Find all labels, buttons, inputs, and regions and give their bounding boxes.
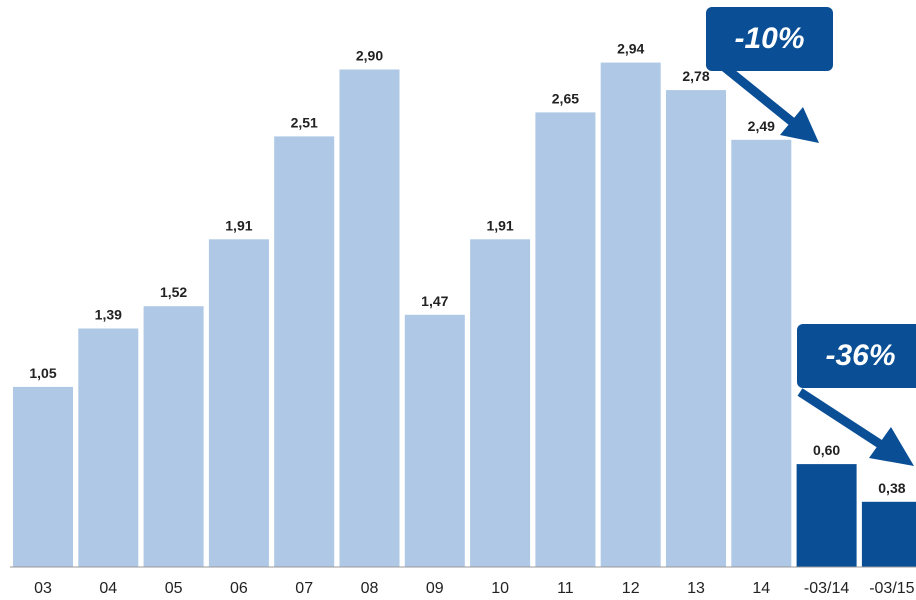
x-tick-label: -03/15 xyxy=(869,580,914,597)
bar-10 xyxy=(470,239,531,568)
x-tick-labels-group: 03 04 05 06 07 08 09 10 11 12 13 14 -03/14 -03/15 xyxy=(34,580,915,597)
bar-value-label: 1,52 xyxy=(160,284,187,300)
x-tick-label: 13 xyxy=(687,580,705,597)
bar--03/14 xyxy=(796,464,857,567)
bar-value-label: 2,65 xyxy=(552,90,579,106)
trend-arrow-1-shaft xyxy=(715,58,799,129)
x-tick-label: 12 xyxy=(622,580,640,597)
x-tick-label: 09 xyxy=(426,580,444,597)
bar-value-label: 1,47 xyxy=(421,293,448,309)
bar-value-label: 2,51 xyxy=(291,114,318,130)
bar-value-label: 2,78 xyxy=(682,68,709,84)
bar-14 xyxy=(731,139,792,568)
bar-05 xyxy=(143,306,204,567)
x-tick-label: 14 xyxy=(752,580,770,597)
change-callout-text: -10% xyxy=(734,22,805,55)
bar-value-label: 1,91 xyxy=(486,217,513,233)
change-callout-decline-10: -10% xyxy=(706,7,833,71)
bars-group xyxy=(13,62,916,568)
bar-08 xyxy=(339,69,400,567)
x-tick-label: -03/14 xyxy=(804,580,849,597)
x-tick-label: 08 xyxy=(361,580,379,597)
x-tick-label: 03 xyxy=(34,580,52,597)
bar-value-label: 0,38 xyxy=(878,480,905,496)
bar-03 xyxy=(13,386,73,567)
bar-value-label: 2,49 xyxy=(748,118,775,134)
bar-value-label: 2,90 xyxy=(356,48,383,64)
bar-value-label: 0,60 xyxy=(813,442,840,458)
value-labels-group: 1,05 1,39 1,52 1,91 2,51 2,90 1,47 1,91 2,65 2,94… xyxy=(29,41,905,496)
trend-arrow-1-head xyxy=(780,107,819,143)
bar-value-label: 2,94 xyxy=(617,41,644,57)
change-callout-text: -36% xyxy=(825,339,896,372)
bar-06 xyxy=(208,239,269,568)
x-tick-label: 10 xyxy=(491,580,509,597)
bar-13 xyxy=(666,90,726,567)
x-tick-label: 07 xyxy=(295,580,313,597)
x-tick-label: 05 xyxy=(165,580,183,597)
x-tick-label: 06 xyxy=(230,580,248,597)
trend-arrow-2-shaft xyxy=(797,388,889,452)
x-tick-label: 11 xyxy=(557,580,574,597)
bar--03/15 xyxy=(861,501,916,567)
bar-11 xyxy=(535,112,596,568)
bar-value-label: 1,39 xyxy=(95,307,122,323)
bar-09 xyxy=(404,314,465,567)
x-tick-label: 04 xyxy=(99,580,117,597)
bar-04 xyxy=(78,328,139,567)
change-callout-decline-36: -36% xyxy=(797,324,916,388)
trend-arrow-2-head xyxy=(869,427,914,466)
bar-12 xyxy=(600,62,661,567)
bar-value-label: 1,91 xyxy=(225,217,252,233)
trend-arrows-group xyxy=(715,58,914,466)
bar-value-label: 1,05 xyxy=(29,365,56,381)
bar-07 xyxy=(274,136,335,567)
